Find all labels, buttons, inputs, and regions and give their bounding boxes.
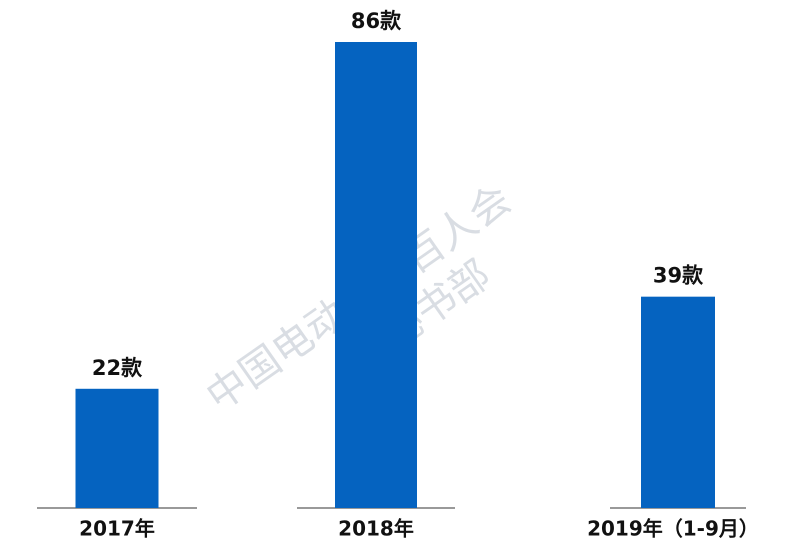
- bar: [75, 388, 159, 508]
- x-tick-label: 2018年: [338, 517, 414, 541]
- value-label: 86款: [351, 9, 402, 33]
- bar: [335, 42, 417, 508]
- x-tick-label: 2019年（1-9月）: [587, 517, 759, 541]
- bar: [641, 296, 715, 508]
- value-label: 22款: [92, 356, 143, 380]
- value-label: 39款: [653, 264, 704, 288]
- x-tick-label: 2017年: [79, 517, 155, 541]
